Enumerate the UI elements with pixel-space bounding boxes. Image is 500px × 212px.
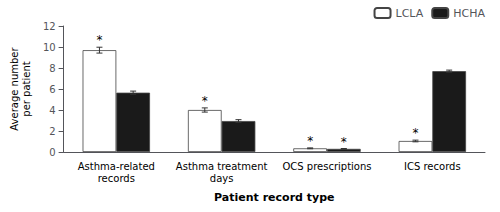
svg-text:ICS records: ICS records [404,161,461,172]
svg-text:records: records [98,173,135,184]
svg-text:OCS prescriptions: OCS prescriptions [282,161,371,172]
svg-text:per patient: per patient [21,61,32,116]
svg-text:*: * [412,126,418,140]
svg-text:*: * [202,94,208,108]
svg-text:4: 4 [49,105,55,116]
svg-text:*: * [341,135,347,149]
svg-text:days: days [210,173,234,184]
svg-text:6: 6 [49,84,55,95]
svg-text:0: 0 [49,147,55,158]
svg-text:*: * [307,134,313,148]
svg-text:12: 12 [43,21,56,32]
svg-text:2: 2 [49,126,55,137]
svg-text:LCLA: LCLA [396,7,424,20]
svg-text:8: 8 [49,63,55,74]
svg-text:Asthma-related: Asthma-related [78,161,155,172]
svg-text:*: * [96,33,102,47]
svg-text:HCHA: HCHA [453,7,485,20]
svg-text:Asthma treatment: Asthma treatment [176,161,268,172]
svg-text:10: 10 [43,42,56,53]
svg-text:Average number: Average number [9,46,20,130]
svg-text:Patient record type: Patient record type [214,191,334,204]
